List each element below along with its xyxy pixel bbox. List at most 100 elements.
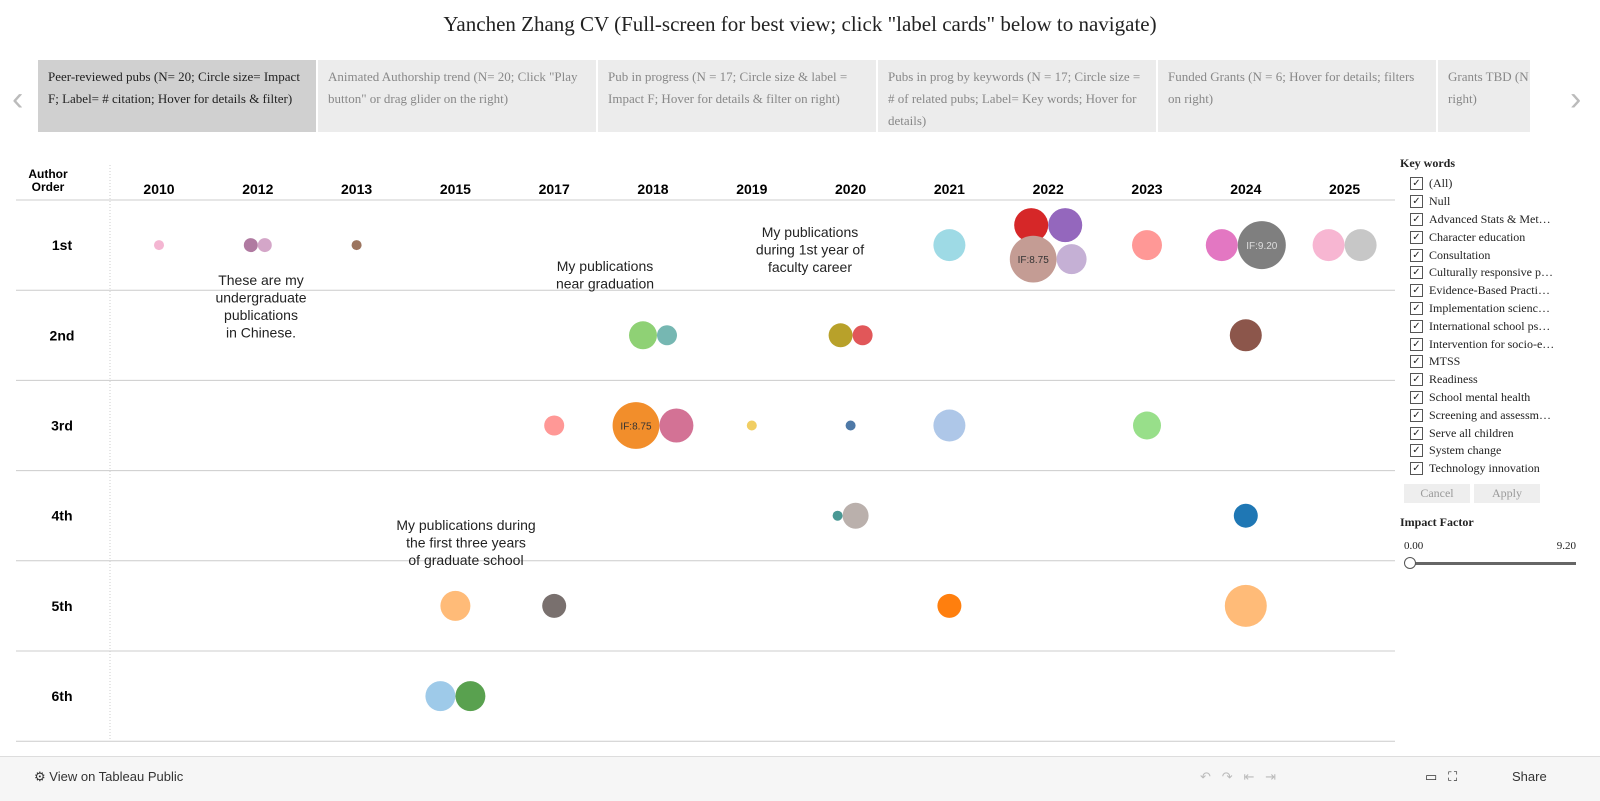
year-label: 2019 (736, 181, 767, 197)
order-label: 3rd (51, 418, 73, 434)
pub-circle[interactable] (153, 240, 165, 251)
apply-button[interactable]: Apply (1474, 483, 1540, 503)
next-arrow[interactable]: › (1570, 80, 1582, 118)
filter-item[interactable]: ✓ Culturally responsive p… (1400, 264, 1580, 282)
checkbox[interactable]: ✓ (1410, 390, 1423, 404)
checkbox[interactable]: ✓ (1410, 408, 1423, 422)
pub-circle[interactable] (828, 323, 853, 348)
checkbox[interactable]: ✓ (1410, 337, 1423, 351)
filter-item[interactable]: ✓ School mental health (1400, 389, 1580, 407)
pub-circle[interactable] (1237, 221, 1286, 270)
checkbox[interactable]: ✓ (1410, 230, 1423, 244)
pub-circle[interactable] (1048, 208, 1083, 243)
story-card[interactable]: Animated Authorship trend (N= 20; Click … (318, 60, 596, 132)
pub-circle[interactable] (1205, 229, 1238, 262)
year-label: 2020 (835, 181, 866, 197)
pub-circle[interactable] (440, 590, 471, 621)
story-card[interactable]: Pubs in prog by keywords (N = 17; Circle… (878, 60, 1156, 132)
filter-item[interactable]: ✓ MTSS (1400, 353, 1580, 371)
filter-item[interactable]: ✓ Implementation scienc… (1400, 300, 1580, 318)
filter-item[interactable]: ✓ System change (1400, 442, 1580, 460)
pub-circle[interactable] (243, 238, 258, 253)
checkbox[interactable]: ✓ (1410, 301, 1423, 315)
pub-label: IF:8.75 (620, 422, 652, 433)
pub-circle[interactable] (937, 593, 962, 618)
filter-item[interactable]: ✓ Serve all children (1400, 424, 1580, 442)
checkbox[interactable]: ✓ (1410, 373, 1423, 387)
pub-circle[interactable] (1312, 229, 1345, 262)
cancel-button[interactable]: Cancel (1404, 483, 1470, 503)
checkbox[interactable]: ✓ (1410, 212, 1423, 226)
pub-circle[interactable] (659, 408, 694, 443)
story-card[interactable]: Grants TBD (N = 9; Hover for details; fi… (1438, 60, 1530, 132)
filter-item[interactable]: ✓ Advanced Stats & Met… (1400, 211, 1580, 229)
view-buttons[interactable]: ▭ ⛶ (1425, 769, 1458, 784)
checkbox[interactable]: ✓ (1410, 266, 1423, 280)
slider[interactable] (1404, 556, 1576, 572)
link-text[interactable]: View on Tableau Public (49, 769, 184, 784)
filter-item[interactable]: ✓ Character education (1400, 228, 1580, 246)
filter-label: Evidence-Based Practi… (1429, 283, 1550, 298)
pub-circle[interactable] (845, 420, 856, 431)
pub-circle[interactable] (1009, 235, 1057, 283)
story-card[interactable]: Funded Grants (N = 6; Hover for details;… (1158, 60, 1436, 132)
filter-item[interactable]: ✓ Screening and assessm… (1400, 406, 1580, 424)
filter-item[interactable]: ✓ International school ps… (1400, 317, 1580, 335)
filter-label: System change (1429, 443, 1502, 458)
pub-circle[interactable] (1132, 230, 1162, 261)
pub-circle[interactable] (1229, 319, 1262, 352)
share-button[interactable]: Share (1512, 769, 1547, 784)
filter-label: School mental health (1429, 389, 1531, 404)
checkbox[interactable]: ✓ (1410, 462, 1423, 476)
pub-circle[interactable] (1056, 244, 1087, 275)
filter-item[interactable]: ✓ Readiness (1400, 371, 1580, 389)
pub-circle[interactable] (933, 409, 966, 442)
checkbox[interactable]: ✓ (1410, 355, 1423, 369)
pub-circle[interactable] (628, 321, 657, 350)
pub-circle[interactable] (542, 593, 567, 618)
checkbox[interactable]: ✓ (1410, 444, 1423, 458)
pub-circle[interactable] (544, 415, 565, 436)
filter-item[interactable]: ✓ Evidence-Based Practi… (1400, 282, 1580, 300)
filter-label: (All) (1429, 176, 1453, 191)
pub-circle[interactable] (656, 325, 678, 346)
checkbox[interactable]: ✓ (1410, 426, 1423, 440)
checkbox[interactable]: ✓ (1410, 177, 1423, 191)
pub-circle[interactable] (933, 229, 966, 262)
pub-circle[interactable] (1233, 503, 1258, 528)
pub-circle[interactable] (257, 238, 272, 253)
year-label: 2021 (934, 181, 965, 197)
prev-arrow[interactable]: ‹ (12, 80, 24, 118)
pub-circle[interactable] (612, 402, 660, 449)
checkbox[interactable]: ✓ (1410, 248, 1423, 262)
pub-circle[interactable] (842, 502, 869, 529)
story-card[interactable]: Pub in progress (N = 17; Circle size & l… (598, 60, 876, 132)
story-cards: Peer-reviewed pubs (N= 20; Circle size= … (38, 60, 1530, 132)
filter-item[interactable]: ✓ Consultation (1400, 246, 1580, 264)
pub-circle[interactable] (455, 681, 486, 712)
undo-redo[interactable]: ↶ ↷ ⇤ ⇥ (1200, 769, 1277, 784)
filter-item[interactable]: ✓ (All) (1400, 175, 1580, 193)
pub-circle[interactable] (1224, 584, 1267, 627)
filter-label: MTSS (1429, 354, 1461, 369)
checkbox[interactable]: ✓ (1410, 195, 1423, 209)
pub-circle[interactable] (1133, 411, 1161, 440)
checkbox[interactable]: ✓ (1410, 319, 1423, 333)
story-card[interactable]: Peer-reviewed pubs (N= 20; Circle size= … (38, 60, 316, 132)
filter-item[interactable]: ✓ Intervention for socio-e… (1400, 335, 1580, 353)
year-label: 2022 (1033, 181, 1064, 197)
pub-circle[interactable] (1344, 229, 1377, 262)
tableau-link[interactable]: ⚙ View on Tableau Public (34, 769, 184, 784)
checkbox[interactable]: ✓ (1410, 284, 1423, 298)
filter-item[interactable]: ✓ Null (1400, 193, 1580, 211)
pub-circle[interactable] (746, 420, 757, 431)
pub-circle[interactable] (1014, 208, 1049, 243)
pub-circle[interactable] (852, 325, 873, 346)
pub-circle[interactable] (425, 681, 456, 712)
year-label: 2018 (637, 181, 668, 197)
pub-circle[interactable] (351, 240, 362, 251)
pub-circle[interactable] (832, 510, 843, 521)
filter-label: Intervention for socio-e… (1429, 336, 1555, 351)
filter-item[interactable]: ✓ Technology innovation (1400, 460, 1580, 478)
